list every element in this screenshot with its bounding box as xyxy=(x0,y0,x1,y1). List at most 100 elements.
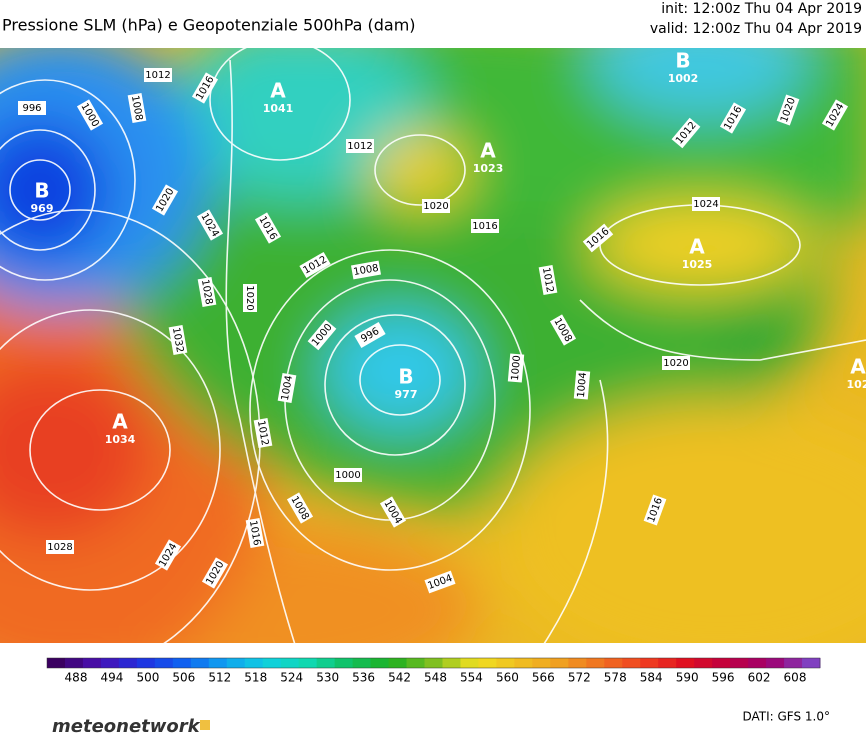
isobar-label: 1004 xyxy=(277,372,297,404)
brand-square xyxy=(200,720,210,730)
isobar-label-text: 1000 xyxy=(335,470,360,481)
colorbar-swatch xyxy=(244,658,264,668)
colorbar-swatch xyxy=(640,658,659,668)
colorbar-swatch xyxy=(352,658,372,668)
colorbar-label: 554 xyxy=(460,671,483,685)
colorbar-frame xyxy=(46,657,821,669)
colorbar-swatch xyxy=(586,658,605,668)
colorbar-swatch xyxy=(64,658,84,668)
colorbar-swatch xyxy=(154,658,174,668)
isobar-label-bg xyxy=(821,99,849,131)
isobar-label-text: 1012 xyxy=(255,420,270,447)
isobar-label-bg xyxy=(197,276,217,308)
colorbar-swatch xyxy=(568,658,587,668)
isobar-label: 1016 xyxy=(245,517,265,549)
colorbar-label: 596 xyxy=(712,671,735,685)
isobar-label-bg xyxy=(354,321,386,349)
center-letter: A xyxy=(270,79,286,103)
colorbar-swatch xyxy=(262,658,282,668)
colorbar-label: 590 xyxy=(676,671,699,685)
colorbar-swatch xyxy=(658,658,677,668)
isobar-label-bg xyxy=(144,68,172,82)
isobar-label-bg xyxy=(692,197,720,211)
isobar-label: 1028 xyxy=(46,540,74,554)
isobar-label-bg xyxy=(127,92,147,124)
center-letter: B xyxy=(398,365,413,389)
isobar-label: 1016 xyxy=(471,219,499,233)
colorbar-swatch xyxy=(748,658,767,668)
isobar-label-text: 1012 xyxy=(540,267,555,294)
isobar-label-bg xyxy=(286,492,314,524)
colorbar-swatch xyxy=(370,658,390,668)
isobar-label-text: 1020 xyxy=(423,201,448,212)
isobar-label-text: 1028 xyxy=(199,279,214,306)
source: DATI: GFS 1.0° xyxy=(742,710,830,724)
colorbar-label: 584 xyxy=(640,671,663,685)
colorbar-swatch xyxy=(280,658,300,668)
center-letter: A xyxy=(850,355,866,379)
colorbar-swatch xyxy=(496,658,515,668)
isobar-label-bg xyxy=(201,557,229,589)
center-letter: A xyxy=(689,235,705,259)
isobar-label-bg xyxy=(507,353,525,383)
colorbar-swatch xyxy=(676,658,695,668)
isobar-label-bg xyxy=(277,372,297,404)
colorbar-swatch xyxy=(694,658,713,668)
isobar-label-text: 1004 xyxy=(576,372,589,398)
isobar-label-text: 1028 xyxy=(47,542,72,553)
isobar-label-text: 1016 xyxy=(247,520,262,547)
isobar-label-bg xyxy=(350,260,382,280)
isobar-label-text: 1016 xyxy=(472,221,497,232)
isobar-label-bg xyxy=(334,468,362,482)
colorbar-swatch xyxy=(514,658,533,668)
center-value: 1025 xyxy=(682,258,713,271)
isobar-label: 1000 xyxy=(334,468,362,482)
isobar-label: 1012 xyxy=(538,264,558,296)
colorbar-swatch xyxy=(730,658,749,668)
isobar-label-bg xyxy=(191,72,219,104)
colorbar-swatch xyxy=(604,658,623,668)
colorbar-swatch xyxy=(208,658,228,668)
isobar-label-bg xyxy=(254,212,282,244)
isobar-label-bg xyxy=(253,417,273,449)
isobar-label-bg xyxy=(151,184,179,216)
isobar-label: 1024 xyxy=(692,197,720,211)
colorbar-label: 578 xyxy=(604,671,627,685)
valid: valid: 12:00z Thu 04 Apr 2019 xyxy=(650,21,862,37)
isobar-label-bg xyxy=(379,496,407,528)
colorbar-swatch xyxy=(334,658,354,668)
colorbar-swatch xyxy=(172,658,192,668)
brand: meteonetwork xyxy=(52,716,201,737)
isobar-label: 1028 xyxy=(197,276,217,308)
isobar-label-text: 1012 xyxy=(145,70,170,81)
isobar-label-bg xyxy=(671,117,701,149)
colorbar-swatch xyxy=(460,658,479,668)
isobar-label-text: 1008 xyxy=(353,263,380,278)
center-value: 969 xyxy=(31,202,54,215)
isobar-label-bg xyxy=(582,223,614,253)
isobar-label-bg xyxy=(776,94,800,126)
colorbar-label: 530 xyxy=(316,671,339,685)
colorbar-swatch xyxy=(712,658,731,668)
isobar-label: 1012 xyxy=(253,417,273,449)
colorbar-swatch xyxy=(532,658,551,668)
isobar-label-bg xyxy=(719,102,747,134)
isobar-label-text: 1008 xyxy=(129,95,144,122)
colorbar-swatch xyxy=(136,658,156,668)
center-letter: B xyxy=(675,49,690,73)
init: init: 12:00z Thu 04 Apr 2019 xyxy=(661,1,862,17)
isobar-label-bg xyxy=(424,570,456,594)
isobar-label-text: 1020 xyxy=(244,285,255,310)
isobar-label-bg xyxy=(471,219,499,233)
isobar-label-bg xyxy=(662,356,690,370)
isobar-label: 1020 xyxy=(422,199,450,213)
colorbar-swatch xyxy=(478,658,497,668)
isobar-label-bg xyxy=(422,199,450,213)
isobar-label-text: 1004 xyxy=(280,375,295,402)
isobar-label: 996 xyxy=(18,101,46,115)
colorbar-swatch xyxy=(82,658,102,668)
isobar-label: 1020 xyxy=(243,284,257,312)
colorbar-label: 488 xyxy=(65,671,88,685)
colorbar-label: 512 xyxy=(208,671,231,685)
